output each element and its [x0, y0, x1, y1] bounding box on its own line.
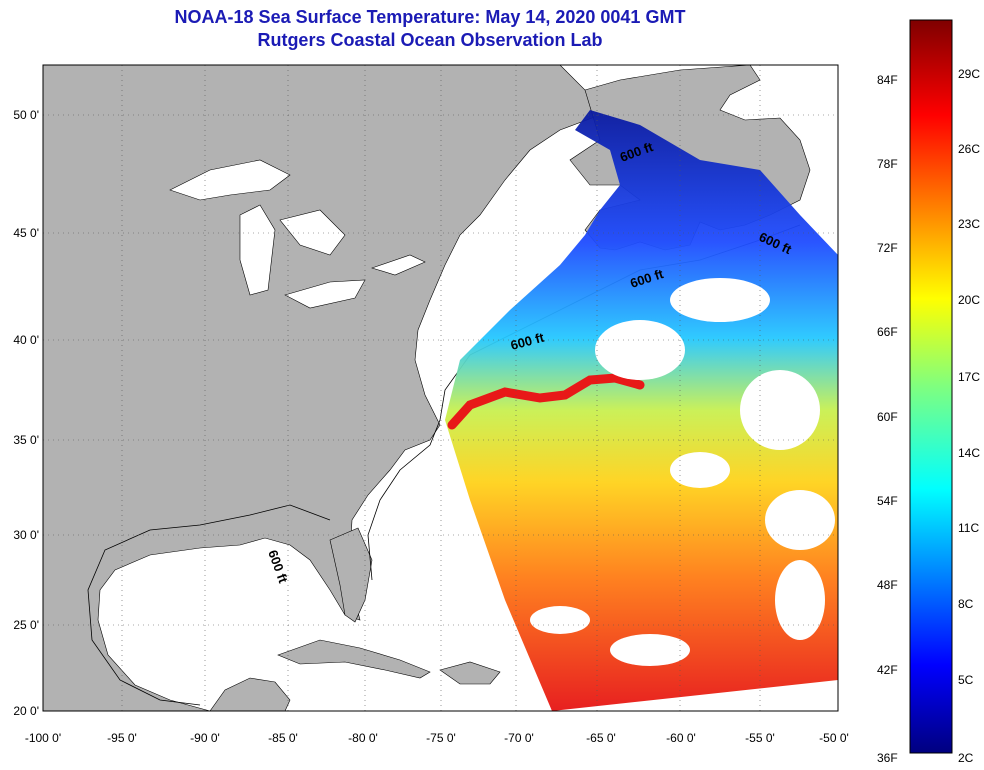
- colorbar-c-label: 29C: [958, 67, 980, 81]
- colorbar-c-label: 20C: [958, 293, 980, 307]
- latitude-axis: 50 0' 45 0' 40 0' 35 0' 30 0' 25 0' 20 0…: [13, 108, 39, 718]
- longitude-axis: -100 0' -95 0' -90 0' -85 0' -80 0' -75 …: [25, 731, 849, 745]
- colorbar-c-label: 11C: [958, 521, 979, 535]
- lat-tick-label: 45 0': [13, 226, 39, 240]
- lon-tick-label: -90 0': [190, 731, 220, 745]
- colorbar-f-label: 42F: [877, 663, 898, 677]
- lat-tick-label: 50 0': [13, 108, 39, 122]
- lat-tick-label: 30 0': [13, 528, 39, 542]
- colorbar-f-label: 78F: [877, 157, 898, 171]
- colorbar-f-label: 36F: [877, 751, 898, 765]
- colorbar-c-label: 2C: [958, 751, 974, 765]
- lon-tick-label: -75 0': [426, 731, 456, 745]
- colorbar-c-label: 23C: [958, 217, 980, 231]
- lon-tick-label: -50 0': [819, 731, 849, 745]
- colorbar-f-label: 48F: [877, 578, 898, 592]
- colorbar-f-label: 54F: [877, 494, 898, 508]
- lat-tick-label: 20 0': [13, 704, 39, 718]
- sst-satellite-swath: [445, 110, 838, 711]
- map-frame: [42, 64, 839, 712]
- temperature-colorbar: 84F 78F 72F 66F 60F 54F 48F 42F 36F 29C …: [877, 19, 980, 765]
- colorbar-f-label: 72F: [877, 241, 898, 255]
- yucatan-land: [209, 677, 291, 711]
- colorbar-c-label: 26C: [958, 142, 980, 156]
- colorbar-f-label: 60F: [877, 410, 898, 424]
- depth-contour-gulf: [87, 504, 331, 706]
- cuba-island: [277, 639, 431, 679]
- lat-tick-label: 25 0': [13, 618, 39, 632]
- map-canvas: 600 ft 600 ft 600 ft 600 ft 600 ft: [43, 65, 838, 711]
- colorbar-c-label: 14C: [958, 446, 980, 460]
- lon-tick-label: -60 0': [666, 731, 696, 745]
- map-subtitle: Rutgers Coastal Ocean Observation Lab: [257, 30, 603, 50]
- colorbar-c-label: 17C: [958, 370, 980, 384]
- lon-tick-label: -100 0': [25, 731, 61, 745]
- lon-tick-label: -80 0': [348, 731, 378, 745]
- lon-tick-label: -55 0': [745, 731, 775, 745]
- colorbar-f-label: 66F: [877, 325, 898, 339]
- lon-tick-label: -95 0': [107, 731, 137, 745]
- lon-tick-label: -70 0': [504, 731, 534, 745]
- colorbar-c-label: 5C: [958, 673, 974, 687]
- lat-tick-label: 40 0': [13, 333, 39, 347]
- colorbar-gradient: [909, 19, 953, 754]
- colorbar-f-label: 84F: [877, 73, 898, 87]
- lon-tick-label: -65 0': [586, 731, 616, 745]
- map-title: NOAA-18 Sea Surface Temperature: May 14,…: [174, 7, 686, 27]
- gulf-stream-band: [447, 373, 645, 430]
- hispaniola-island: [439, 661, 501, 685]
- colorbar-c-label: 8C: [958, 597, 974, 611]
- great-lakes: [169, 159, 426, 309]
- lat-tick-label: 35 0': [13, 433, 39, 447]
- florida-peninsula: [329, 527, 373, 623]
- lon-tick-label: -85 0': [268, 731, 298, 745]
